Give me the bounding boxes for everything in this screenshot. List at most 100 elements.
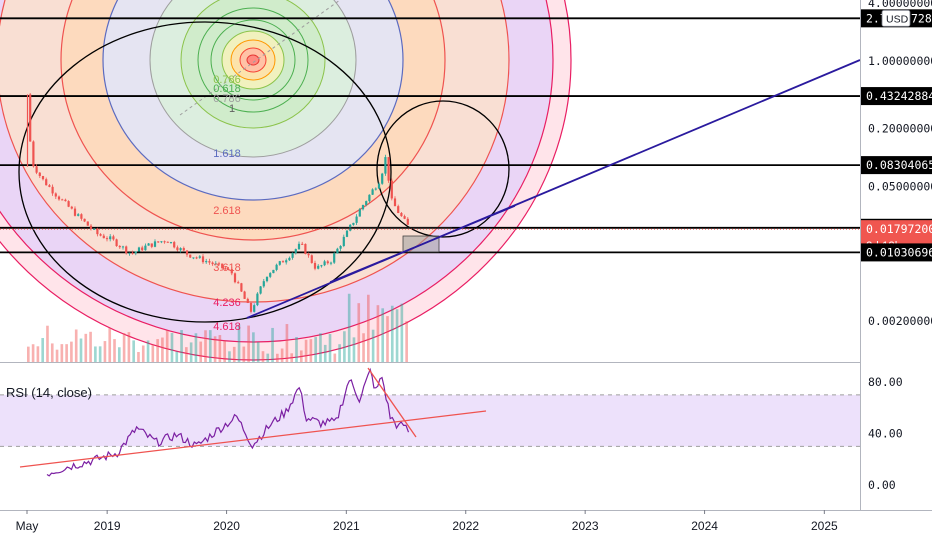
- volume-bars: [27, 293, 408, 362]
- time-tick-label: 2024: [691, 519, 718, 533]
- candle-body: [150, 243, 153, 247]
- volume-bar: [79, 338, 83, 362]
- rsi-axis: 80.00 40.00 0.00: [868, 375, 903, 492]
- candle-body: [358, 209, 361, 217]
- volume-bar: [218, 335, 222, 362]
- time-tick-label: 2022: [452, 519, 479, 533]
- candle-body: [253, 305, 256, 312]
- candle-body: [38, 172, 41, 177]
- fib-label: 0.786: [213, 93, 241, 105]
- candle-body: [35, 166, 38, 173]
- volume-bar: [405, 321, 408, 362]
- candle-body: [105, 238, 109, 240]
- fib-label: 1: [229, 103, 235, 115]
- candle-body: [269, 273, 272, 277]
- volume-bar: [314, 337, 317, 362]
- rsi-pane: [0, 367, 860, 477]
- volume-bar: [170, 332, 174, 362]
- candle-body: [371, 189, 374, 195]
- candle-body: [77, 214, 80, 216]
- candle-body: [102, 235, 105, 239]
- candle-body: [403, 216, 406, 219]
- candle-body: [41, 176, 45, 180]
- volume-bar: [338, 344, 341, 362]
- candle-body: [64, 199, 67, 202]
- volume-bar: [185, 347, 188, 362]
- candle-body: [45, 179, 48, 186]
- large-ellipse: [18, 21, 392, 323]
- candle-body: [294, 249, 297, 253]
- candle-body: [179, 248, 182, 251]
- candle-body: [54, 193, 57, 197]
- rsi-line: [46, 367, 410, 477]
- price-label: 0.43242884: [866, 89, 932, 103]
- volume-bar: [362, 333, 365, 362]
- candle-body: [208, 261, 211, 263]
- volume-bar: [357, 303, 361, 362]
- price-label-box: [861, 243, 932, 262]
- fib-label: 1.618: [213, 148, 241, 160]
- candle-body: [195, 257, 198, 259]
- candle-body: [345, 230, 349, 237]
- candle-body: [160, 241, 163, 243]
- volume-bar: [242, 346, 246, 362]
- candle-body: [134, 251, 137, 254]
- candle-body: [256, 293, 259, 306]
- candle-body: [342, 236, 345, 247]
- candle-body: [128, 252, 131, 254]
- candle-body: [157, 241, 160, 243]
- time-tick-label: 2019: [94, 519, 121, 533]
- volume-bar: [103, 341, 107, 362]
- candle-body: [329, 262, 333, 264]
- candle-body: [393, 198, 397, 207]
- candle-body: [118, 246, 121, 248]
- candle-body: [272, 269, 275, 274]
- candles: [26, 93, 409, 314]
- volume-bar: [299, 350, 303, 362]
- candle-body: [211, 262, 214, 265]
- volume-bar: [36, 346, 40, 362]
- volume-bar: [98, 346, 102, 362]
- candle-body: [144, 245, 147, 251]
- rsi-trendline-up: [19, 410, 487, 468]
- candle-body: [96, 228, 99, 235]
- candle-body: [48, 185, 51, 187]
- volume-bar: [55, 349, 59, 362]
- candle-body: [112, 236, 115, 240]
- candle-body: [230, 269, 233, 274]
- price-label-suffix: 728: [911, 11, 932, 25]
- volume-bar: [371, 329, 375, 362]
- volume-bar: [41, 338, 45, 362]
- volume-bar: [204, 330, 207, 362]
- volume-bar: [122, 333, 126, 362]
- candle-body: [109, 236, 112, 240]
- fib-circle-a: [197, 7, 309, 113]
- candle-body: [83, 218, 86, 222]
- volume-bar: [395, 309, 399, 362]
- volume-bar: [141, 345, 145, 362]
- volume-bar: [285, 324, 289, 362]
- volume-bar: [376, 305, 380, 362]
- volume-bar: [328, 334, 332, 362]
- volume-bar: [60, 344, 64, 362]
- small-ellipse: [376, 100, 510, 238]
- candle-body: [169, 242, 173, 244]
- time-tick-label: May: [16, 519, 39, 533]
- candle-body: [243, 291, 246, 299]
- candle-body: [355, 216, 358, 223]
- currency-badge[interactable]: [881, 9, 911, 27]
- rsi-trendline-down: [367, 367, 417, 438]
- volume-bar: [343, 331, 346, 362]
- candle-body: [374, 188, 377, 190]
- price-label: 0.08304065: [866, 158, 932, 172]
- candle-body: [384, 157, 387, 174]
- volume-bar: [180, 330, 183, 362]
- candle-body: [224, 268, 227, 270]
- candle-body: [320, 265, 323, 267]
- candle-body: [246, 298, 249, 303]
- fib-label: 4.236: [213, 297, 241, 309]
- candle-body: [352, 222, 355, 225]
- volume-bar: [161, 337, 164, 362]
- volume-bar: [213, 336, 217, 362]
- candle-body: [326, 261, 329, 264]
